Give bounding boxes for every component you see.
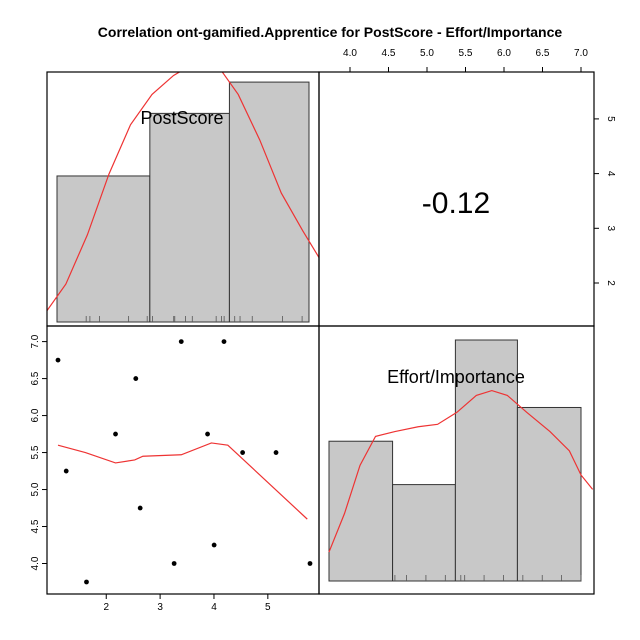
postscore-bar xyxy=(149,112,230,323)
scatter-point xyxy=(205,431,210,437)
y-tick-label: 4.0 xyxy=(30,556,41,570)
scatter-point xyxy=(63,468,69,474)
varname-postscore: PostScore xyxy=(140,108,223,128)
effort-bar xyxy=(516,406,582,582)
border-bottom-right xyxy=(318,325,595,595)
scatter-point xyxy=(211,542,217,548)
top-tick-label: 4.5 xyxy=(382,48,396,59)
x-tick-label: 4 xyxy=(211,602,217,613)
scatter-point xyxy=(240,450,246,455)
y-tick-label: 5.0 xyxy=(30,482,41,496)
scatter-smooth-line xyxy=(57,442,308,520)
scatter-point xyxy=(137,505,143,511)
y-tick-label: 4.5 xyxy=(30,519,41,533)
postscore-bar xyxy=(228,81,310,323)
x-tick-label: 5 xyxy=(265,602,271,613)
scatter-point xyxy=(221,339,227,344)
right-tick-label: 4 xyxy=(605,171,616,177)
scatter-point xyxy=(273,450,279,455)
y-tick-label: 6.0 xyxy=(30,408,41,422)
scatter-point xyxy=(307,561,313,566)
postscore-bar xyxy=(56,175,151,323)
x-tick-label: 3 xyxy=(157,602,163,613)
y-tick-label: 7.0 xyxy=(30,334,41,348)
top-tick-label: 7.0 xyxy=(574,48,588,59)
top-tick-label: 6.5 xyxy=(536,48,550,59)
y-tick-label: 6.5 xyxy=(30,371,41,385)
effort-density-line xyxy=(328,389,594,553)
effort-bar xyxy=(328,440,394,582)
panel-postscore-histogram xyxy=(47,72,319,323)
scatter-point xyxy=(113,431,118,437)
top-tick-label: 5.5 xyxy=(459,48,473,59)
panel-scatter xyxy=(55,339,313,585)
right-tick-label: 5 xyxy=(605,116,616,122)
varname-effort-importance: Effort/Importance xyxy=(387,367,525,387)
top-tick-label: 4.0 xyxy=(343,48,357,59)
x-tick-label: 2 xyxy=(103,602,109,613)
right-tick-label: 2 xyxy=(605,280,616,286)
scatter-point xyxy=(55,357,61,363)
top-tick-label: 5.0 xyxy=(420,48,434,59)
effort-bar xyxy=(454,339,518,582)
top-tick-label: 6.0 xyxy=(497,48,511,59)
effort-bar xyxy=(392,484,456,582)
postscore-density-line xyxy=(47,72,319,311)
scatter-point xyxy=(133,376,139,381)
right-tick-label: 3 xyxy=(605,226,616,232)
scatter-point xyxy=(84,579,89,585)
correlation-value: -0.12 xyxy=(422,187,490,220)
scatter-point xyxy=(178,339,184,344)
scatter-point xyxy=(171,561,177,566)
border-bottom-left xyxy=(46,325,320,595)
y-tick-label: 5.5 xyxy=(30,445,41,459)
axes: 2 3 4 5 4.0 4.5 5.0 5.5 6.0 6.5 7.0 4.0 4.5 5.0 5.5 6.0… xyxy=(30,48,616,613)
chart-title: Correlation ont-gamified.Apprentice for … xyxy=(98,24,563,40)
panel-effort-histogram xyxy=(328,339,594,582)
